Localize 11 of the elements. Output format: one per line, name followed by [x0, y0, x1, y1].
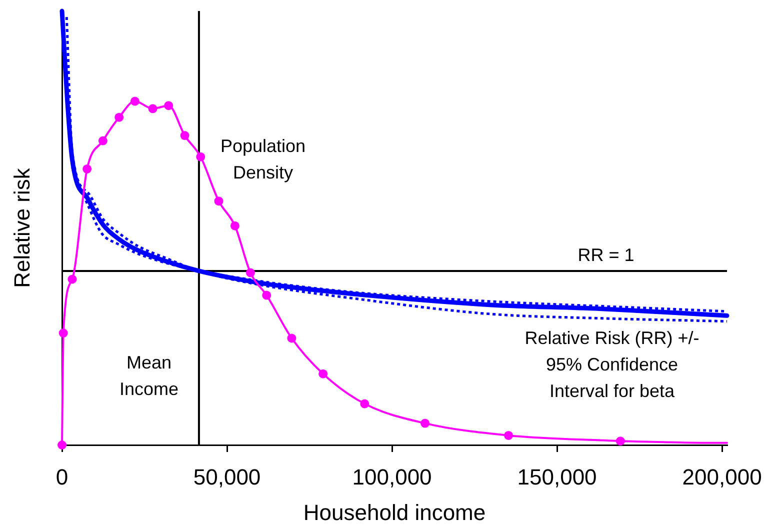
- x-tick-label: 150,000: [517, 464, 597, 490]
- x-tick-label: 100,000: [352, 464, 432, 490]
- x-tick-label: 0: [56, 464, 68, 490]
- series-label: Population Density: [220, 136, 306, 182]
- y-axis-title: Relative risk: [9, 167, 34, 288]
- x-axis-title: Household income: [303, 500, 486, 525]
- x-tick-label: 200,000: [682, 464, 762, 490]
- x-tick-label: 50,000: [193, 464, 261, 490]
- series-label: Relative Risk (RR) +/- 95% Confidence Interval for beta: [524, 328, 700, 401]
- ref-line-label: Mean Income: [119, 352, 178, 399]
- annotation: RR = 1: [578, 244, 634, 265]
